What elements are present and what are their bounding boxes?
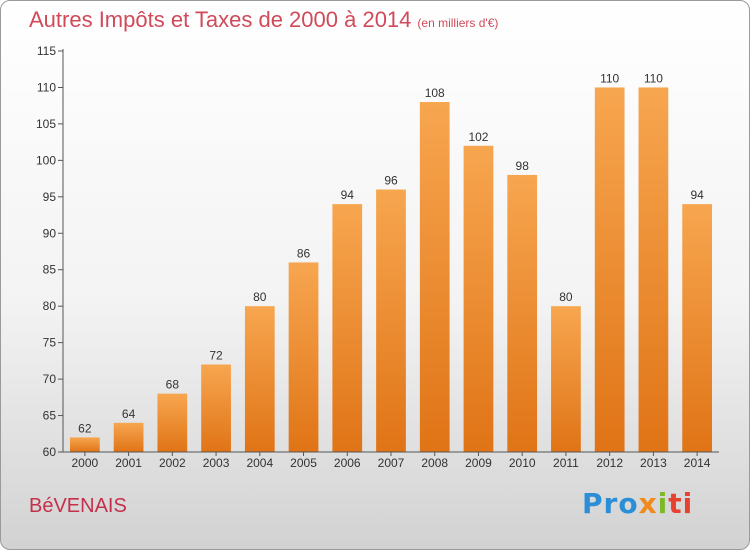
chart-title-text: Autres Impôts et Taxes de 2000 à 2014 [29,7,412,32]
y-tick-label: 110 [37,80,56,94]
x-tick-label: 2000 [72,456,99,470]
y-tick-label: 65 [43,409,57,423]
x-tick-label: 2002 [159,456,186,470]
logo-part-3: i [657,487,669,520]
y-tick-label: 75 [43,336,57,350]
y-tick-label: 80 [43,299,57,313]
bar-value-label: 94 [341,188,355,202]
x-tick-label: 2003 [203,456,230,470]
bar-value-label: 94 [690,188,704,202]
bar-value-label: 96 [384,174,398,188]
x-tick-label: 2009 [465,456,492,470]
x-tick-label: 2004 [246,456,273,470]
x-tick-label: 2008 [421,456,448,470]
bar-value-label: 110 [600,71,619,85]
bar [157,393,188,452]
y-axis: 60 65 70 75 80 85 90 95 100 105 110 115 [36,44,64,459]
y-tick-label: 60 [43,445,57,459]
x-tick-label: 2010 [509,456,536,470]
logo-part-2: x [638,487,658,520]
y-tick-label: 90 [43,226,57,240]
bar [332,204,363,452]
bar [551,306,581,452]
y-tick-label: 115 [37,44,56,58]
bar-value-label: 98 [516,159,530,173]
bar [594,87,625,453]
x-tick-label: 2011 [553,456,579,470]
x-tick-label: 2012 [596,456,623,470]
chart-title: Autres Impôts et Taxes de 2000 à 2014 (en… [29,7,498,33]
bar-value-label: 86 [297,246,311,260]
x-tick-label: 2005 [290,456,317,470]
bar-value-label: 62 [78,421,92,435]
y-tick-label: 100 [36,153,56,167]
logo-part-1: Pro [582,487,639,520]
bar [288,262,319,452]
bar-value-label: 80 [559,290,573,304]
y-tick-label: 85 [43,263,57,277]
x-axis: 2000 2001 2002 2003 2004 2005 2006 2007 2008 2009… [63,451,719,470]
bar [376,189,406,452]
place-name: BéVENAIS [29,495,127,517]
bars: 62 64 68 72 80 86 94 96 108 102 98 80 110 110 94 [69,71,713,453]
bar [113,422,144,452]
proxiti-logo: Proxiti [582,487,693,520]
bar-value-label: 64 [122,407,136,421]
bar [244,306,275,452]
bar [507,174,538,453]
bar-value-label: 72 [209,349,223,363]
bar-value-label: 110 [644,71,663,85]
x-tick-label: 2001 [115,456,142,470]
bar [463,145,494,453]
bar [419,102,450,452]
bar-value-label: 80 [253,290,267,304]
logo-part-4: ti [668,487,694,520]
x-tick-label: 2006 [334,456,361,470]
bar-value-label: 68 [166,378,180,392]
bar [201,364,231,452]
x-tick-label: 2007 [378,456,405,470]
y-tick-label: 105 [36,117,56,131]
y-tick-label: 95 [43,190,57,204]
bar-value-label: 102 [468,130,488,144]
bar [69,437,100,452]
bar [638,87,669,453]
bar-value-label: 108 [425,86,445,100]
chart-subtitle: (en milliers d'€) [417,16,499,30]
bar [682,204,713,452]
y-tick-label: 70 [43,372,57,386]
x-tick-label: 2014 [684,456,711,470]
x-tick-label: 2013 [640,456,667,470]
